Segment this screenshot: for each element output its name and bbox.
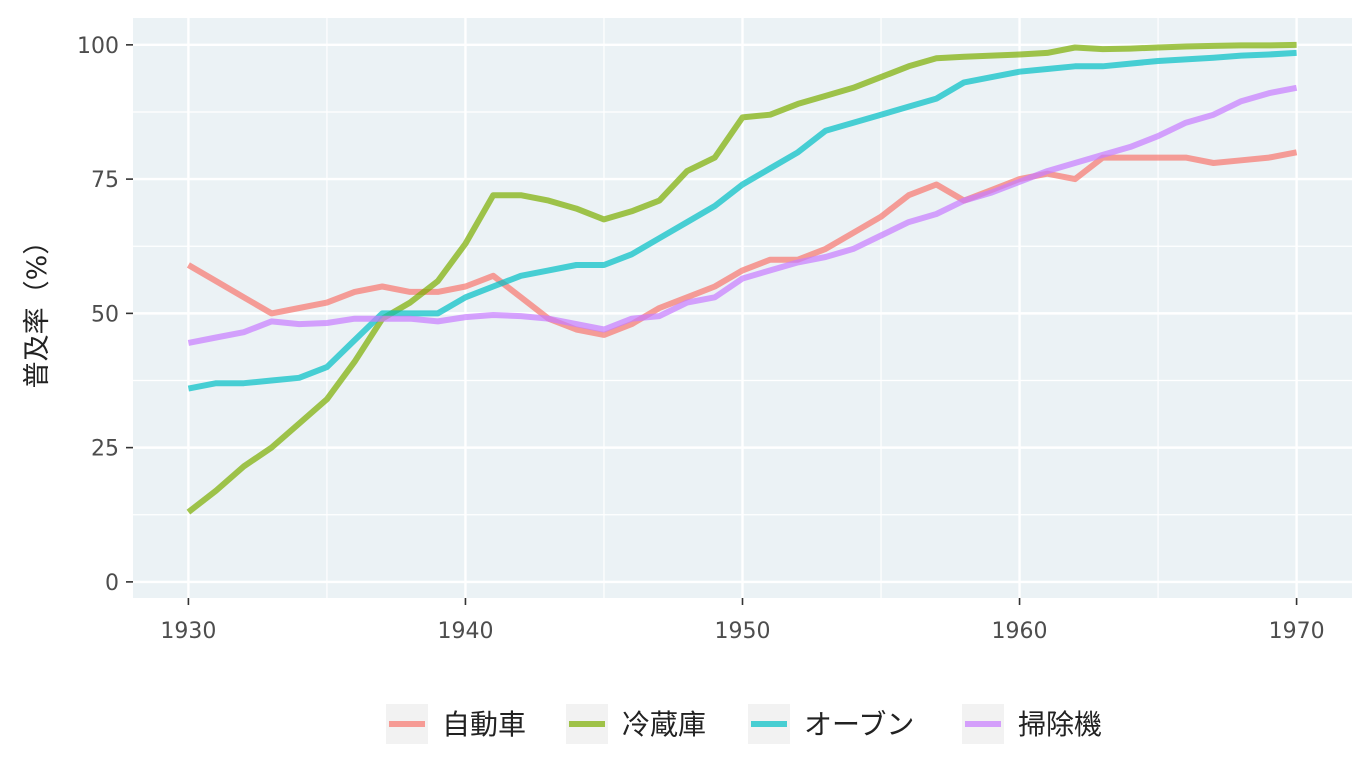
y-axis-label: 普及率（%） bbox=[22, 228, 53, 389]
legend-entry-label: 掃除機 bbox=[1018, 708, 1102, 741]
y-tick-labels: 0 25 50 75 100 bbox=[77, 34, 119, 596]
y-tick-label: 100 bbox=[77, 34, 119, 59]
legend-entry-label: 冷蔵庫 bbox=[622, 708, 706, 741]
legend-entry-label: オーブン bbox=[804, 708, 914, 741]
x-tick-label: 1960 bbox=[992, 619, 1048, 644]
series-line-0 bbox=[186, 149, 1298, 338]
x-tick-label: 1930 bbox=[160, 619, 216, 644]
series-line-1 bbox=[186, 41, 1297, 515]
y-tick-label: 75 bbox=[91, 168, 119, 193]
x-tick-label: 1950 bbox=[715, 619, 771, 644]
y-tick-label: 50 bbox=[91, 302, 119, 327]
series-line-2 bbox=[187, 49, 1297, 392]
series-line-3 bbox=[187, 84, 1298, 346]
legend: 自動車 冷蔵庫 オーブン 掃除機 bbox=[386, 704, 1102, 744]
x-tick-label: 1940 bbox=[437, 619, 493, 644]
axis-ticks bbox=[126, 44, 1298, 605]
y-tick-label: 0 bbox=[105, 571, 119, 596]
grid-major bbox=[133, 18, 1352, 598]
x-tick-labels: 1930 1940 1950 1960 1970 bbox=[160, 619, 1324, 644]
y-tick-label: 25 bbox=[91, 437, 119, 462]
series-layer bbox=[186, 41, 1298, 515]
legend-entry-label: 自動車 bbox=[442, 708, 526, 741]
x-tick-label: 1970 bbox=[1269, 619, 1325, 644]
